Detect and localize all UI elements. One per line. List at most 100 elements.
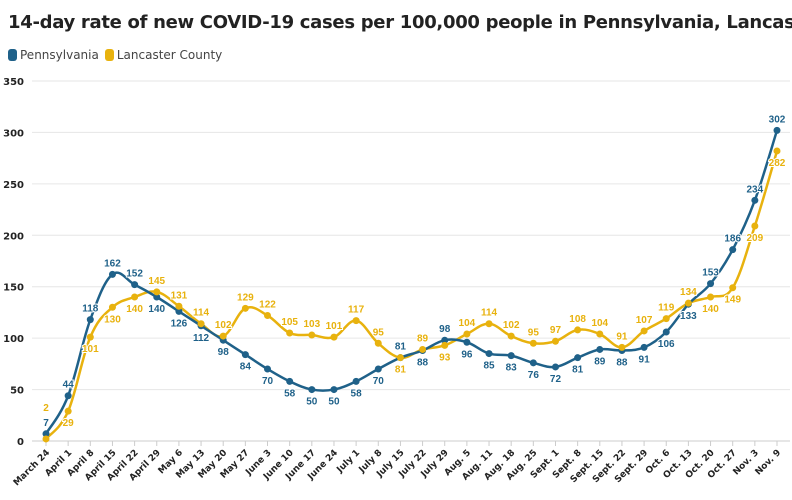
data-point[interactable] [419, 345, 427, 353]
data-point[interactable] [684, 299, 692, 307]
data-label: 302 [769, 114, 786, 125]
data-point[interactable] [264, 365, 272, 373]
y-tick-label: 0 [17, 437, 24, 448]
data-point[interactable] [441, 336, 449, 344]
data-label: 102 [503, 320, 520, 331]
data-point[interactable] [64, 392, 72, 400]
data-label: 44 [63, 380, 75, 391]
data-label: 83 [506, 363, 518, 374]
data-label: 134 [680, 287, 697, 298]
data-point[interactable] [131, 293, 139, 301]
legend-item-lancaster[interactable]: Lancaster County [104, 48, 222, 62]
data-point[interactable] [529, 359, 537, 367]
data-label: 88 [417, 357, 429, 368]
data-point[interactable] [618, 343, 626, 351]
y-tick-label: 350 [3, 77, 24, 88]
data-label: 162 [104, 258, 121, 269]
data-point[interactable] [662, 328, 670, 336]
data-label: 50 [328, 397, 340, 408]
data-point[interactable] [219, 332, 227, 340]
data-point[interactable] [153, 293, 161, 301]
data-label: 152 [126, 269, 143, 280]
data-point[interactable] [374, 339, 382, 347]
data-point[interactable] [64, 407, 72, 415]
data-point[interactable] [751, 222, 759, 230]
data-point[interactable] [507, 332, 515, 340]
data-label: 81 [572, 365, 584, 376]
data-label: 70 [373, 376, 385, 387]
y-tick-label: 150 [3, 283, 24, 294]
data-point[interactable] [352, 317, 360, 325]
data-point[interactable] [330, 386, 338, 394]
series-line [44, 129, 779, 435]
data-point[interactable] [463, 338, 471, 346]
data-label: 101 [82, 344, 99, 355]
data-point[interactable] [396, 354, 404, 362]
data-point[interactable] [485, 350, 493, 358]
legend-item-pennsylvania[interactable]: Pennsylvania [8, 48, 99, 62]
data-point[interactable] [131, 281, 139, 289]
data-label: 114 [193, 308, 210, 319]
data-label: 122 [259, 300, 276, 311]
data-label: 234 [747, 184, 764, 195]
data-point[interactable] [441, 341, 449, 349]
data-point[interactable] [729, 284, 737, 292]
data-label: 2 [43, 403, 49, 414]
data-point[interactable] [175, 302, 183, 310]
data-point[interactable] [264, 312, 272, 320]
data-point[interactable] [751, 196, 759, 204]
data-point[interactable] [153, 288, 161, 296]
data-point[interactable] [86, 316, 94, 324]
data-point[interactable] [729, 246, 737, 254]
data-label: 129 [237, 292, 254, 303]
data-point[interactable] [596, 345, 604, 353]
data-point[interactable] [42, 430, 50, 438]
data-point[interactable] [286, 377, 294, 385]
legend-label: Pennsylvania [20, 48, 99, 62]
data-point[interactable] [551, 337, 559, 345]
data-point[interactable] [773, 126, 781, 134]
data-point[interactable] [108, 303, 116, 311]
data-point[interactable] [640, 327, 648, 335]
data-label: 119 [658, 303, 675, 314]
data-point[interactable] [308, 386, 316, 394]
data-label: 29 [63, 418, 75, 429]
data-label: 105 [281, 317, 298, 328]
data-point[interactable] [596, 330, 604, 338]
data-point[interactable] [707, 280, 715, 288]
data-point[interactable] [374, 365, 382, 373]
data-point[interactable] [308, 331, 316, 339]
data-point[interactable] [640, 343, 648, 351]
data-point[interactable] [662, 315, 670, 323]
data-label: 58 [351, 388, 363, 399]
data-point[interactable] [42, 435, 50, 443]
data-point[interactable] [574, 326, 582, 334]
data-label: 145 [148, 276, 165, 287]
data-point[interactable] [241, 351, 249, 359]
data-point[interactable] [551, 363, 559, 371]
data-label: 93 [439, 352, 451, 363]
data-point[interactable] [485, 320, 493, 328]
data-point[interactable] [352, 377, 360, 385]
data-label: 101 [326, 321, 343, 332]
data-point[interactable] [463, 330, 471, 338]
data-point[interactable] [241, 304, 249, 312]
data-point[interactable] [773, 147, 781, 155]
data-label: 103 [303, 319, 320, 330]
data-point[interactable] [707, 293, 715, 301]
data-label: 140 [126, 304, 143, 315]
data-label: 117 [348, 305, 365, 316]
data-point[interactable] [529, 339, 537, 347]
data-point[interactable] [108, 270, 116, 278]
data-point[interactable] [286, 329, 294, 337]
y-tick-label: 300 [3, 128, 24, 139]
data-label: 106 [658, 339, 675, 350]
data-point[interactable] [197, 320, 205, 328]
data-label: 84 [240, 362, 252, 373]
data-point[interactable] [330, 333, 338, 341]
data-point[interactable] [507, 352, 515, 360]
data-point[interactable] [574, 354, 582, 362]
data-point[interactable] [175, 307, 183, 315]
data-point[interactable] [86, 333, 94, 341]
